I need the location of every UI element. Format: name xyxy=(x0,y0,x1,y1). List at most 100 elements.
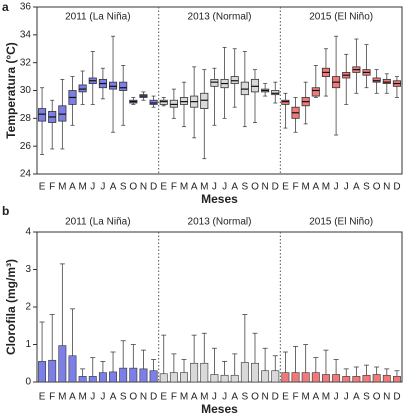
bar xyxy=(301,372,310,383)
x-tick-label: A xyxy=(353,182,360,193)
y-tick-label: 34 xyxy=(20,29,32,40)
x-tick-label: J xyxy=(100,392,105,403)
box xyxy=(159,99,168,105)
bar xyxy=(362,374,371,383)
bar xyxy=(78,376,87,383)
bar xyxy=(48,359,57,383)
box xyxy=(169,99,178,108)
bar xyxy=(169,372,178,383)
bar xyxy=(281,372,290,383)
bar xyxy=(291,372,300,383)
x-tick-label: A xyxy=(191,392,198,403)
y-tick-label: 36 xyxy=(20,2,32,13)
bar xyxy=(230,374,239,383)
group-label: 2011 (La Niña) xyxy=(65,217,130,228)
y-axis-label: Clorofila (mg/m³) xyxy=(4,259,18,355)
y-tick-label: 2 xyxy=(25,302,31,313)
group-label: 2011 (La Niña) xyxy=(65,12,130,23)
bar xyxy=(58,345,67,383)
plot-frame xyxy=(36,231,403,383)
bar xyxy=(139,368,148,383)
y-tick-label: 30 xyxy=(20,85,32,96)
x-tick-label: N xyxy=(262,182,269,193)
x-tick-label: D xyxy=(393,392,400,403)
x-tick-label: M xyxy=(78,392,86,403)
x-tick-label: A xyxy=(312,392,319,403)
x-tick-label: D xyxy=(150,182,157,193)
x-tick-label: F xyxy=(171,182,177,193)
x-tick-label: S xyxy=(120,392,127,403)
x-tick-label: M xyxy=(302,392,310,403)
x-tick-label: D xyxy=(272,182,279,193)
x-tick-label: F xyxy=(292,392,298,403)
bar xyxy=(68,355,77,383)
box xyxy=(149,99,158,105)
x-tick-label: O xyxy=(129,182,137,193)
x-tick-label: F xyxy=(292,182,298,193)
bar xyxy=(240,362,249,383)
bar xyxy=(372,374,381,383)
x-tick-label: O xyxy=(251,182,259,193)
bar xyxy=(109,371,117,383)
x-tick-label: A xyxy=(110,182,117,193)
x-tick-label: O xyxy=(251,392,259,403)
x-tick-label: J xyxy=(334,182,339,193)
x-tick-label: N xyxy=(383,182,390,193)
bar xyxy=(261,370,270,383)
y-tick-label: 32 xyxy=(20,57,32,68)
group-label: 2013 (Normal) xyxy=(188,12,252,23)
x-tick-label: O xyxy=(129,392,137,403)
box xyxy=(38,108,47,122)
x-tick-label: D xyxy=(150,392,157,403)
x-tick-label: E xyxy=(39,392,46,403)
bar xyxy=(180,372,188,383)
x-tick-label: S xyxy=(242,182,249,193)
bar xyxy=(332,374,341,383)
y-tick-label: 26 xyxy=(20,141,32,152)
group-label: 2013 (Normal) xyxy=(188,217,252,228)
x-tick-label: A xyxy=(69,182,76,193)
x-tick-label: E xyxy=(160,392,167,403)
x-tick-label: A xyxy=(231,182,238,193)
box xyxy=(200,92,209,109)
bar xyxy=(220,374,229,383)
bar xyxy=(190,362,199,383)
bar xyxy=(251,362,259,383)
x-tick-label: A xyxy=(353,392,360,403)
box xyxy=(58,105,67,122)
x-tick-label: E xyxy=(282,182,289,193)
x-tick-label: F xyxy=(49,182,55,193)
box xyxy=(311,87,320,97)
x-tick-label: J xyxy=(222,182,227,193)
x-tick-label: J xyxy=(90,392,95,403)
bar xyxy=(129,367,138,383)
x-tick-label: J xyxy=(90,182,95,193)
box xyxy=(78,84,87,93)
x-tick-label: M xyxy=(78,182,86,193)
x-tick-label: J xyxy=(212,182,217,193)
x-tick-label: S xyxy=(363,182,370,193)
x-tick-label: M xyxy=(180,392,188,403)
x-axis-label: Meses xyxy=(201,192,238,206)
x-tick-label: O xyxy=(373,392,381,403)
bar xyxy=(352,376,361,383)
x-tick-label: N xyxy=(383,392,390,403)
x-tick-label: A xyxy=(231,392,238,403)
y-axis-label: Temperatura (°C) xyxy=(4,42,18,139)
bar xyxy=(98,372,107,383)
x-tick-label: J xyxy=(344,392,349,403)
x-tick-label: J xyxy=(334,392,339,403)
bar xyxy=(382,374,391,383)
x-tick-label: J xyxy=(222,392,227,403)
x-tick-label: E xyxy=(282,392,289,403)
panel-label: b xyxy=(2,204,9,218)
box xyxy=(382,78,391,84)
y-tick-label: 24 xyxy=(20,169,32,180)
x-tick-label: F xyxy=(171,392,177,403)
x-tick-label: O xyxy=(373,182,381,193)
panel-label: a xyxy=(2,0,9,14)
x-tick-label: S xyxy=(120,182,127,193)
x-tick-label: N xyxy=(140,392,147,403)
bar xyxy=(322,374,330,383)
x-tick-label: M xyxy=(58,182,66,193)
